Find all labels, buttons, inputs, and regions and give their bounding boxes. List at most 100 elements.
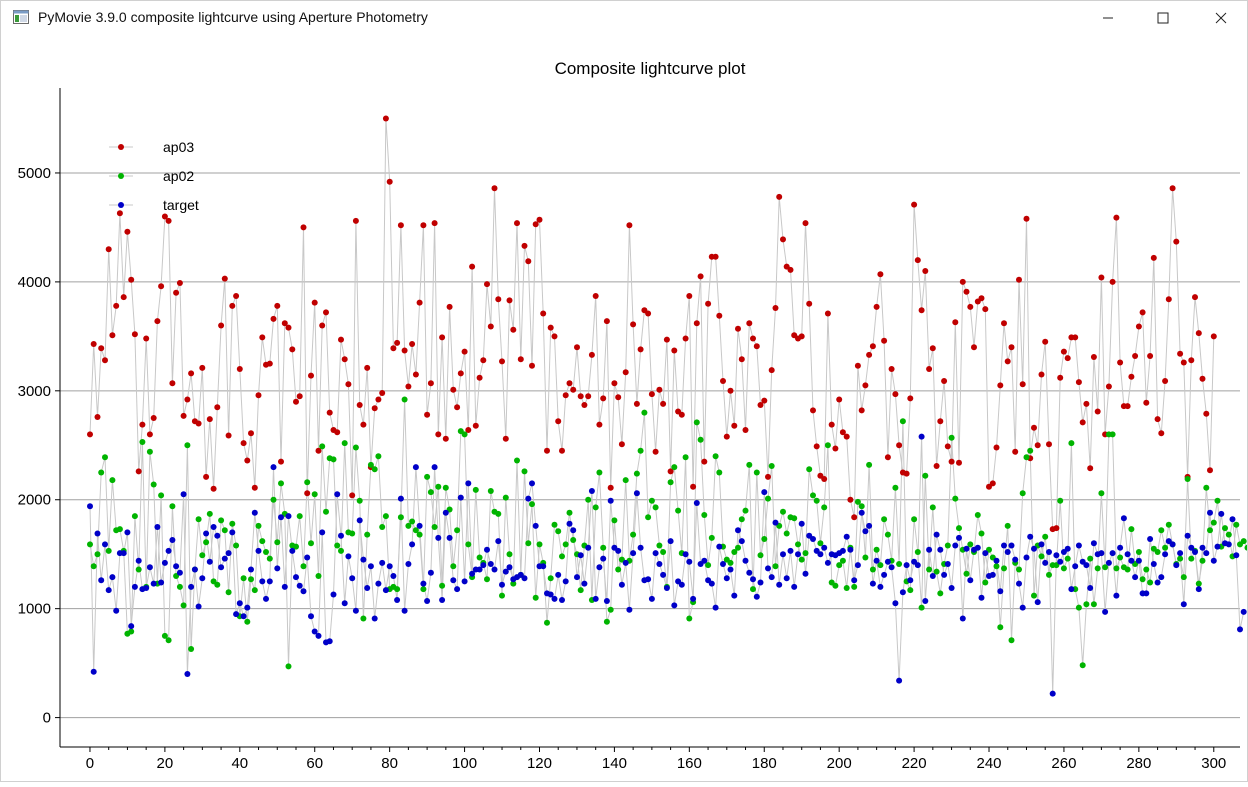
data-point bbox=[454, 527, 461, 534]
data-point bbox=[296, 513, 303, 520]
data-point bbox=[315, 447, 322, 454]
data-point bbox=[349, 575, 356, 582]
data-point bbox=[607, 484, 614, 491]
data-point bbox=[431, 524, 438, 530]
data-point bbox=[1240, 608, 1247, 615]
close-button[interactable] bbox=[1198, 1, 1244, 34]
data-point bbox=[135, 468, 142, 475]
data-point bbox=[690, 595, 697, 602]
data-point bbox=[1109, 431, 1116, 438]
data-point bbox=[555, 418, 562, 425]
legend-item-ap02[interactable]: ap02 bbox=[109, 168, 194, 184]
data-point bbox=[884, 531, 891, 538]
data-point bbox=[1094, 408, 1101, 415]
x-tick-label: 220 bbox=[902, 755, 927, 772]
data-point bbox=[723, 575, 730, 582]
x-tick-label: 80 bbox=[381, 755, 398, 772]
data-point bbox=[727, 559, 734, 566]
title-bar[interactable]: PyMovie 3.9.0 composite lightcurve using… bbox=[1, 1, 1247, 34]
y-tick-label: 2000 bbox=[18, 492, 51, 509]
data-point bbox=[176, 280, 183, 286]
legend[interactable]: ap03 ap02 target bbox=[109, 139, 199, 213]
data-point bbox=[761, 536, 768, 542]
data-point bbox=[349, 530, 356, 537]
data-point bbox=[712, 453, 719, 460]
data-point bbox=[592, 504, 599, 511]
data-point bbox=[491, 566, 498, 573]
maximize-button[interactable] bbox=[1140, 1, 1186, 34]
data-point bbox=[338, 532, 344, 539]
legend-item-ap03[interactable]: ap03 bbox=[109, 139, 194, 155]
data-point bbox=[574, 574, 580, 581]
data-point bbox=[308, 540, 314, 547]
data-point bbox=[592, 595, 599, 602]
data-point bbox=[1083, 562, 1090, 569]
data-point bbox=[158, 283, 165, 290]
data-point bbox=[102, 357, 108, 364]
data-point bbox=[952, 319, 959, 326]
data-point bbox=[810, 407, 816, 414]
grid bbox=[60, 172, 1240, 719]
data-point bbox=[727, 387, 734, 394]
data-point bbox=[854, 362, 861, 369]
data-point bbox=[948, 434, 955, 441]
minimize-button[interactable] bbox=[1085, 1, 1131, 34]
y-tick-label: 3000 bbox=[18, 383, 51, 400]
data-point bbox=[214, 404, 221, 411]
data-point bbox=[922, 598, 929, 604]
data-point bbox=[124, 228, 131, 235]
data-point bbox=[1049, 690, 1056, 697]
data-point bbox=[495, 538, 502, 545]
data-point bbox=[993, 444, 1000, 451]
data-point bbox=[143, 335, 150, 342]
data-point bbox=[821, 476, 828, 482]
data-point bbox=[892, 391, 899, 398]
data-point bbox=[652, 550, 659, 557]
legend-item-target[interactable]: target bbox=[109, 197, 199, 213]
data-point bbox=[1117, 359, 1124, 366]
data-point bbox=[352, 607, 359, 614]
data-point bbox=[401, 347, 408, 354]
data-point bbox=[323, 309, 329, 316]
data-point bbox=[139, 421, 146, 428]
data-point bbox=[293, 574, 299, 581]
composite-lightcurve-chart[interactable]: Composite lightcurve plot 01000200030004… bbox=[1, 34, 1248, 782]
data-point bbox=[693, 320, 700, 327]
data-point bbox=[1064, 355, 1071, 362]
data-point bbox=[476, 374, 483, 381]
data-point bbox=[476, 554, 483, 561]
data-point bbox=[667, 479, 674, 486]
data-point bbox=[858, 509, 865, 516]
data-point bbox=[869, 343, 876, 350]
data-point bbox=[753, 469, 760, 476]
data-point bbox=[1075, 379, 1082, 386]
data-point bbox=[116, 526, 123, 533]
data-point bbox=[244, 604, 251, 611]
data-point bbox=[701, 557, 708, 564]
data-point bbox=[551, 595, 558, 602]
data-point bbox=[105, 547, 112, 554]
data-point bbox=[94, 551, 101, 558]
data-point bbox=[263, 595, 269, 602]
data-point bbox=[1180, 601, 1187, 608]
data-point bbox=[128, 623, 135, 630]
data-point bbox=[566, 380, 573, 387]
data-point bbox=[633, 490, 640, 497]
data-point bbox=[929, 345, 936, 352]
data-point bbox=[364, 585, 371, 591]
data-point bbox=[278, 458, 284, 465]
data-point bbox=[87, 431, 93, 438]
data-point bbox=[439, 582, 446, 589]
data-point bbox=[521, 468, 528, 475]
data-point bbox=[1068, 586, 1075, 593]
data-point bbox=[330, 591, 337, 598]
data-point bbox=[708, 580, 715, 587]
data-point bbox=[813, 443, 820, 450]
data-point bbox=[308, 372, 314, 379]
data-point bbox=[1001, 542, 1007, 549]
data-point bbox=[1079, 662, 1086, 669]
data-point bbox=[424, 598, 431, 604]
data-point bbox=[525, 495, 532, 502]
data-point bbox=[195, 516, 202, 523]
